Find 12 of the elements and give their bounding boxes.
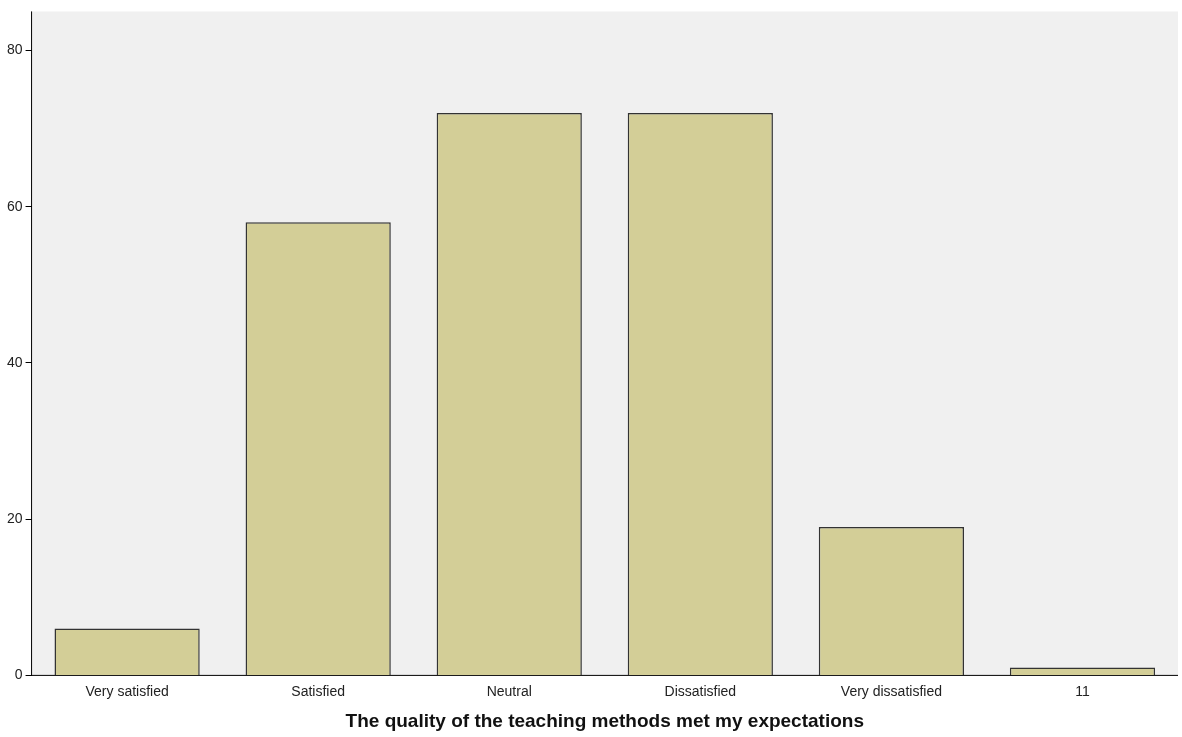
x-tick-label: Satisfied — [291, 682, 346, 699]
x-tick-label: Very dissatisfied — [840, 682, 942, 699]
y-tick-label: 60 — [6, 197, 23, 214]
y-tick-label: 0 — [14, 666, 23, 683]
x-axis-title: The quality of the teaching methods met my expectations — [345, 709, 864, 731]
x-tick-label: Neutral — [486, 682, 532, 699]
y-tick-label: 80 — [6, 41, 23, 58]
x-tick-label: Dissatisfied — [664, 682, 737, 699]
y-tick-label: 40 — [6, 353, 23, 370]
y-tick-label: 20 — [6, 510, 23, 527]
x-tick-label: 11 — [1075, 682, 1090, 699]
x-tick-label: Very satisfied — [85, 682, 169, 699]
